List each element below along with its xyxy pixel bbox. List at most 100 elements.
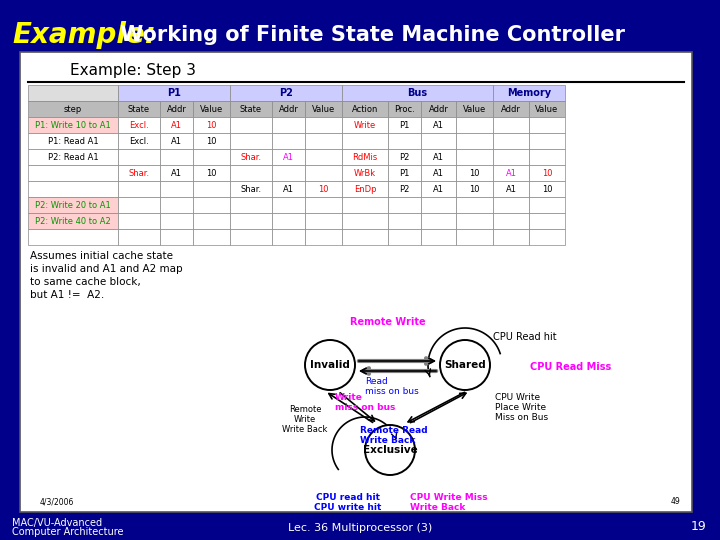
Text: CPU Write
Place Write
Miss on Bus: CPU Write Place Write Miss on Bus: [495, 393, 548, 422]
Bar: [493, 197, 529, 213]
Bar: [493, 181, 529, 197]
Bar: [493, 229, 529, 245]
Bar: [230, 229, 272, 245]
Bar: [193, 101, 230, 117]
Text: Action: Action: [352, 105, 378, 113]
Text: step: step: [64, 105, 82, 113]
Bar: [342, 101, 388, 117]
Bar: [272, 149, 305, 165]
Bar: [193, 117, 230, 133]
Bar: [305, 133, 342, 149]
Bar: [456, 101, 493, 117]
Text: Write: Write: [354, 120, 376, 130]
Text: P2: P2: [400, 185, 410, 193]
Bar: [193, 165, 230, 181]
Bar: [529, 197, 565, 213]
Bar: [456, 213, 493, 229]
Bar: [305, 165, 342, 181]
Bar: [230, 149, 272, 165]
Text: P1: P1: [167, 88, 181, 98]
Bar: [493, 149, 529, 165]
Bar: [28, 133, 118, 149]
Bar: [193, 181, 230, 197]
Bar: [342, 133, 388, 149]
Bar: [456, 133, 493, 149]
Bar: [421, 229, 456, 245]
Text: Remote
Write
Write Back: Remote Write Write Back: [282, 404, 328, 434]
Text: A1: A1: [171, 137, 182, 145]
Text: Invalid: Invalid: [310, 360, 350, 370]
Text: CPU Read hit: CPU Read hit: [493, 332, 557, 342]
Text: Excl.: Excl.: [129, 137, 149, 145]
Text: Exclusive: Exclusive: [363, 445, 418, 455]
Bar: [421, 133, 456, 149]
Bar: [342, 165, 388, 181]
Bar: [456, 149, 493, 165]
Bar: [342, 229, 388, 245]
Bar: [272, 197, 305, 213]
Bar: [118, 197, 160, 213]
Text: P2: Read A1: P2: Read A1: [48, 152, 99, 161]
Bar: [160, 117, 193, 133]
Text: Addr: Addr: [279, 105, 298, 113]
Bar: [193, 213, 230, 229]
Bar: [28, 197, 118, 213]
Bar: [456, 197, 493, 213]
Text: P2: P2: [400, 152, 410, 161]
Bar: [28, 181, 118, 197]
Bar: [529, 117, 565, 133]
Text: A1: A1: [433, 120, 444, 130]
Text: Addr: Addr: [166, 105, 186, 113]
Bar: [230, 101, 272, 117]
Text: 10: 10: [541, 185, 552, 193]
Bar: [456, 165, 493, 181]
Text: P2: Write 20 to A1: P2: Write 20 to A1: [35, 200, 111, 210]
Bar: [529, 165, 565, 181]
Bar: [230, 197, 272, 213]
Text: 49: 49: [670, 497, 680, 507]
Bar: [272, 101, 305, 117]
Circle shape: [365, 425, 415, 475]
Text: Write
miss on bus: Write miss on bus: [335, 393, 395, 412]
Bar: [342, 213, 388, 229]
Bar: [421, 165, 456, 181]
Bar: [160, 149, 193, 165]
Text: MAC/VU-Advanced: MAC/VU-Advanced: [12, 518, 102, 528]
Bar: [160, 181, 193, 197]
Bar: [28, 165, 118, 181]
Bar: [305, 213, 342, 229]
Text: Excl.: Excl.: [129, 120, 149, 130]
Bar: [118, 149, 160, 165]
Bar: [388, 181, 421, 197]
Text: Shared: Shared: [444, 360, 486, 370]
Bar: [493, 85, 565, 101]
Text: Remote Read
Write Back: Remote Read Write Back: [360, 426, 428, 445]
Text: but A1 !=  A2.: but A1 != A2.: [30, 290, 104, 300]
Text: Value: Value: [312, 105, 335, 113]
Text: CPU Write Miss
Write Back: CPU Write Miss Write Back: [410, 493, 487, 512]
Text: Value: Value: [536, 105, 559, 113]
Text: 19: 19: [690, 520, 706, 533]
Text: A1: A1: [433, 152, 444, 161]
Bar: [388, 117, 421, 133]
Text: Bus: Bus: [408, 88, 428, 98]
Bar: [193, 133, 230, 149]
Text: A1: A1: [505, 168, 516, 178]
Text: P1: P1: [400, 120, 410, 130]
Text: State: State: [128, 105, 150, 113]
Bar: [529, 213, 565, 229]
Text: 10: 10: [469, 168, 480, 178]
Text: P2: Write 40 to A2: P2: Write 40 to A2: [35, 217, 111, 226]
Bar: [118, 181, 160, 197]
Text: EnDp: EnDp: [354, 185, 377, 193]
Bar: [493, 117, 529, 133]
Text: 4/3/2006: 4/3/2006: [40, 497, 74, 507]
Text: WrBk: WrBk: [354, 168, 376, 178]
Text: Assumes initial cache state: Assumes initial cache state: [30, 251, 173, 261]
Bar: [118, 165, 160, 181]
Text: 10: 10: [469, 185, 480, 193]
Text: A1: A1: [505, 185, 516, 193]
Bar: [529, 101, 565, 117]
Text: CPU Read Miss: CPU Read Miss: [530, 362, 611, 372]
Bar: [456, 117, 493, 133]
